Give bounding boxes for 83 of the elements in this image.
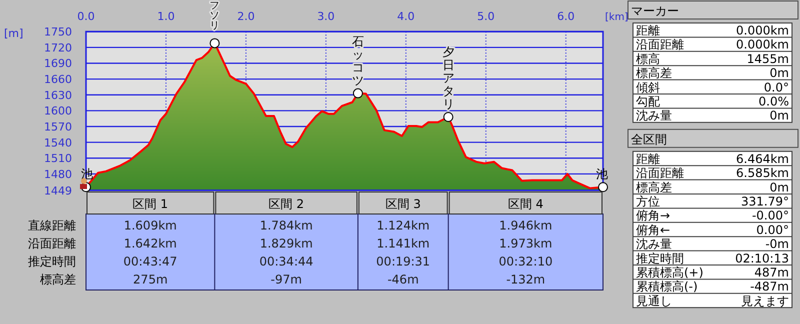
text: -46m [387,272,419,286]
text: 0.000km [736,24,789,38]
text: 1.973km [499,236,552,250]
category-label: 沈み量 [636,108,672,123]
category-label: 区間 3 [385,197,421,211]
y-axis-title: [m] [4,27,24,40]
text: 1.609km [124,218,177,232]
x-tick-label: 4.0 [397,10,415,23]
text: 0.0° [764,80,789,94]
text: 331.79° [741,194,789,208]
text: 1.784km [260,218,313,232]
y-tick-label: 1480 [44,168,72,181]
text: 0.00° [756,222,789,237]
category-label: 標高 [636,52,660,66]
text: 487m [754,266,789,280]
x-tick-label: 1.0 [157,10,175,23]
x-tick-label: 3.0 [317,10,335,23]
text: 1.946km [499,218,552,232]
text: 00:19:31 [376,254,430,268]
category-label: 標高差 [636,66,672,80]
text: 0.0% [758,94,789,108]
text: 1455m [746,52,789,66]
text: 0.000km [736,38,789,52]
text: 見えます [741,294,789,308]
category-label: 俯角← [636,222,670,237]
annotation: フソリ [210,0,220,32]
category-label: 区間 1 [132,197,168,211]
category-label: 傾斜 [636,80,660,94]
y-tick-label: 1720 [44,41,72,54]
text: 0m [770,180,789,194]
category-label: 距離 [636,24,660,38]
y-tick-label: 1600 [44,104,72,118]
text: 1.829km [260,236,313,250]
x-tick-label: 6.0 [557,10,575,23]
y-tick-label: 1750 [44,26,72,39]
text: 1.642km [124,236,177,250]
text: -97m [270,272,302,286]
category-label: 推定時間 [28,254,76,268]
text: -0m [765,237,789,252]
category-label: 沿面距離 [636,38,684,52]
category-label: 区間 2 [268,197,304,211]
y-tick-label: 1540 [44,136,72,150]
y-tick-label: 1660 [44,73,72,86]
category-label: 俯角→ [636,208,670,223]
x-tick-label: 0.0 [77,10,95,23]
y-tick-label: 1630 [44,88,72,102]
y-tick-label: 1570 [44,120,72,134]
category-label: 区間 4 [508,197,544,211]
text: 全区間 [631,132,667,146]
x-tick-label: 2.0 [237,10,255,23]
text: 6.464km [736,152,789,166]
text: 1.141km [376,236,430,250]
text: 6.585km [736,166,789,180]
y-tick-label: 1510 [44,152,72,166]
category-label: 累積標高(+) [636,266,704,280]
category-label: 沿面距離 [28,236,76,250]
text: 02:10:13 [735,251,789,266]
category-label: 勾配 [636,94,660,108]
y-tick-label: 1449 [44,184,72,198]
category-label: 標高差 [636,180,672,194]
category-label: 直線距離 [28,218,76,232]
x-axis-title: [km] [605,12,628,23]
text: マーカー [631,4,679,18]
text: 0m [770,108,789,123]
text: -487m [750,280,789,294]
category-label: 累積標高(-) [636,280,698,294]
category-label: 距離 [636,152,660,166]
text: 00:34:44 [259,254,314,268]
text: -0.00° [752,208,789,223]
category-label: 沈み量 [636,237,672,252]
y-tick-label: 1690 [44,57,72,70]
category-label: 標高差 [40,272,76,286]
text: 00:32:10 [498,254,553,268]
text: 0m [770,66,789,80]
category-label: 推定時間 [636,251,684,266]
text: 275m [133,272,168,286]
category-label: 見通し [636,294,672,308]
text: -132m [506,272,546,286]
category-label: 沿面距離 [636,166,684,180]
category-label: 方位 [636,194,660,208]
text: 00:43:47 [123,254,178,268]
text: 1.124km [376,218,430,232]
x-tick-label: 5.0 [477,10,495,23]
